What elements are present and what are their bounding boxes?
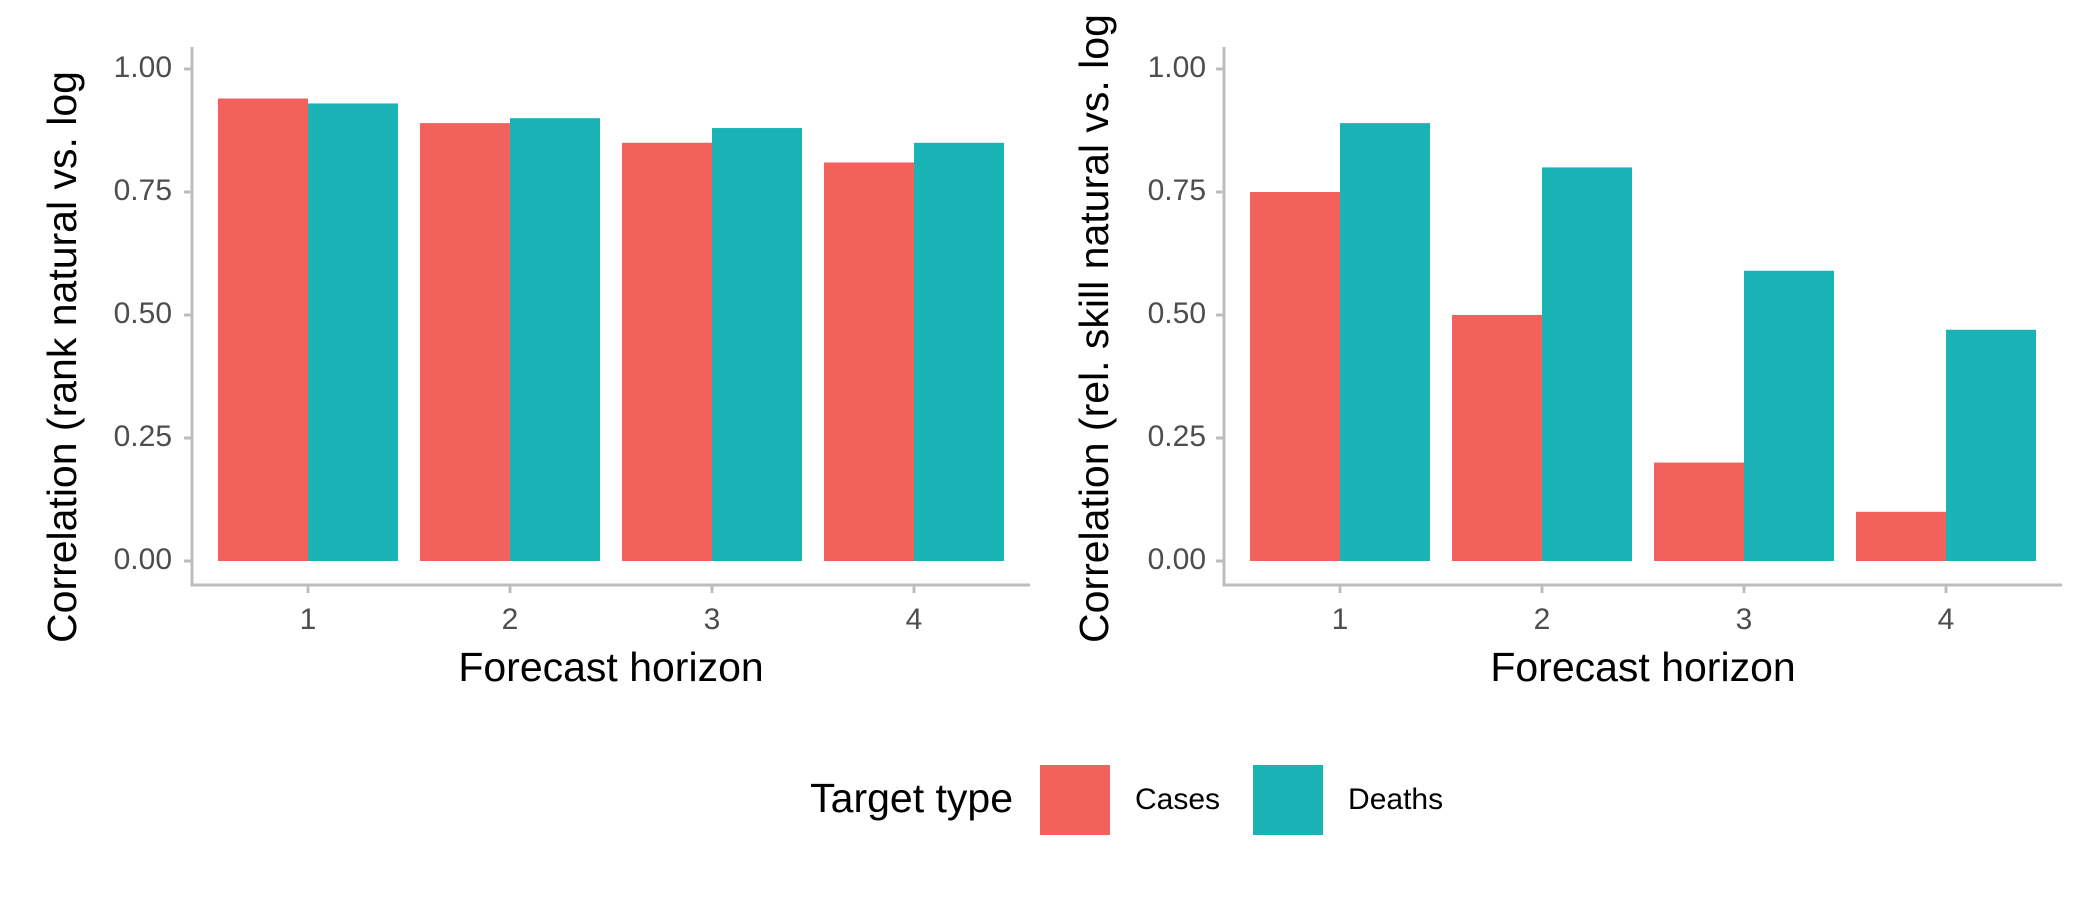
y-axis-title: Correlation (rank natural vs. log bbox=[39, 71, 85, 643]
bar bbox=[622, 142, 712, 562]
bar bbox=[712, 128, 802, 562]
y-tick-label: 0.75 bbox=[1148, 174, 1206, 207]
x-tick-label: 3 bbox=[704, 603, 721, 636]
x-tick-label: 1 bbox=[300, 603, 317, 636]
y-tick-label: 0.50 bbox=[114, 297, 172, 330]
bar bbox=[1250, 192, 1340, 561]
bar bbox=[1452, 315, 1542, 561]
y-tick-label: 1.00 bbox=[1148, 51, 1206, 84]
x-axis-title: Forecast horizon bbox=[1490, 644, 1795, 690]
bar bbox=[1856, 511, 1946, 561]
y-tick-label: 1.00 bbox=[114, 51, 172, 84]
bar bbox=[1744, 270, 1834, 561]
legend-title: Target type bbox=[810, 775, 1013, 821]
x-axis-title: Forecast horizon bbox=[458, 644, 763, 690]
y-tick-label: 0.00 bbox=[1148, 543, 1206, 576]
bar bbox=[420, 123, 510, 562]
bar bbox=[510, 118, 600, 561]
bar bbox=[1654, 462, 1744, 561]
x-tick-label: 1 bbox=[1332, 603, 1349, 636]
bar bbox=[1542, 167, 1632, 561]
bar bbox=[1340, 123, 1430, 562]
x-tick-label: 2 bbox=[502, 603, 519, 636]
bar bbox=[914, 142, 1004, 562]
legend-label: Deaths bbox=[1348, 783, 1443, 816]
y-tick-label: 0.25 bbox=[114, 420, 172, 453]
legend-key bbox=[1253, 765, 1324, 835]
y-axis-title: Correlation (rel. skill natural vs. log bbox=[1071, 14, 1117, 643]
bar bbox=[824, 162, 914, 562]
x-tick-label: 2 bbox=[1534, 603, 1551, 636]
x-tick-label: 4 bbox=[906, 603, 923, 636]
y-tick-label: 0.25 bbox=[1148, 420, 1206, 453]
legend-label: Cases bbox=[1135, 783, 1220, 816]
x-tick-label: 3 bbox=[1736, 603, 1753, 636]
legend-key bbox=[1040, 765, 1110, 835]
bar bbox=[308, 103, 398, 561]
y-tick-label: 0.00 bbox=[114, 543, 172, 576]
bar bbox=[1946, 329, 2036, 561]
y-tick-label: 0.50 bbox=[1148, 297, 1206, 330]
bar bbox=[218, 98, 308, 562]
y-tick-label: 0.75 bbox=[114, 174, 172, 207]
x-tick-label: 4 bbox=[1938, 603, 1955, 636]
